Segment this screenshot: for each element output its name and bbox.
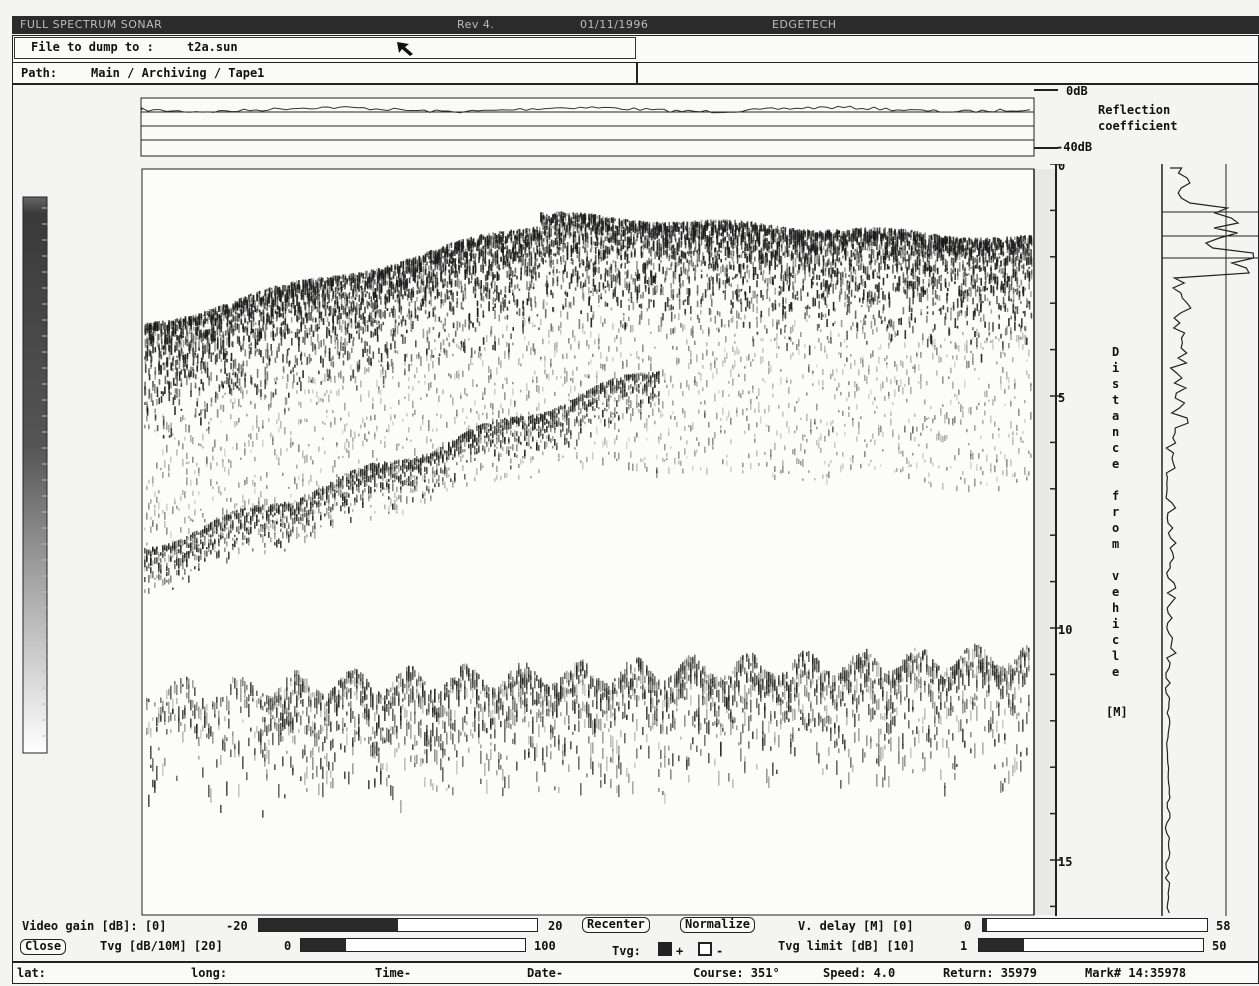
- reflection-title-2: coefficient: [1098, 119, 1177, 133]
- reflection-coefficient-panel: 0dB Reflection coefficient -40dB: [140, 86, 1177, 157]
- depth-tick-10: 10: [1058, 623, 1072, 637]
- distance-label-char: t: [1112, 393, 1119, 407]
- tvg-plus-label: +: [676, 944, 684, 958]
- recenter-button[interactable]: Recenter: [582, 917, 650, 933]
- distance-label-char: i: [1112, 361, 1119, 375]
- dump-file-label: File to dump to :: [31, 40, 154, 54]
- v-delay-label: V. delay [M] [0]: [798, 919, 914, 933]
- tvg-limit-label: Tvg limit [dB] [10]: [778, 939, 916, 953]
- sonar-returns: [144, 211, 1033, 818]
- status-speed: Speed: 4.0: [823, 966, 896, 980]
- tvg-limit-fill: [979, 939, 1024, 951]
- tvg-max: 100: [534, 939, 556, 953]
- distance-label-char: l: [1112, 649, 1119, 663]
- tvg-min: 0: [284, 939, 292, 953]
- status-long: long:: [191, 966, 228, 980]
- status-course: Course: 351°: [693, 966, 780, 980]
- tvg-limit-slider[interactable]: [978, 938, 1204, 952]
- depth-tick-15: 15: [1058, 855, 1072, 869]
- distance-label-char: f: [1112, 489, 1119, 503]
- distance-label-char: e: [1112, 457, 1119, 471]
- depth-tick-0: 0: [1058, 164, 1065, 173]
- distance-label-char: m: [1112, 537, 1119, 551]
- distance-label-char: D: [1112, 345, 1119, 359]
- tvg-minus-toggle[interactable]: [698, 942, 712, 956]
- tvg-toggle-label: Tvg:: [612, 944, 641, 958]
- video-gain-min: -20: [226, 919, 248, 933]
- video-gain-max: 20: [548, 919, 563, 933]
- status-mark: Mark# 14:35978: [1085, 966, 1187, 980]
- v-delay-max: 58: [1216, 919, 1231, 933]
- sonar-image[interactable]: [140, 168, 1060, 916]
- return-profile-panel: [1161, 164, 1259, 916]
- depth-tick-5: 5: [1058, 391, 1065, 405]
- distance-label-char: v: [1112, 569, 1119, 583]
- intensity-scale-bar: [22, 196, 48, 754]
- tvg-label: Tvg [dB/10M] [20]: [100, 939, 223, 953]
- distance-label-char: e: [1112, 665, 1119, 679]
- distance-label-char: i: [1112, 617, 1119, 631]
- tvg-slider[interactable]: [300, 938, 526, 952]
- distance-label-char: c: [1112, 441, 1119, 455]
- v-delay-fill: [983, 919, 988, 931]
- distance-label-char: r: [1112, 505, 1119, 519]
- video-gain-label: Video gain [dB]: [0]: [22, 919, 167, 933]
- distance-label-char: c: [1112, 633, 1119, 647]
- distance-label-char: e: [1112, 585, 1119, 599]
- path-secondary-field: [637, 62, 1259, 84]
- distance-label-char: a: [1112, 409, 1119, 423]
- date-label: 01/11/1996: [580, 18, 649, 31]
- depth-unit-label: [M]: [1106, 705, 1128, 719]
- dump-file-value: t2a.sun: [187, 40, 238, 54]
- normalize-button[interactable]: Normalize: [680, 917, 756, 933]
- distance-label-char: n: [1112, 425, 1119, 439]
- owner-label: EDGETECH: [772, 18, 837, 31]
- reflection-bottom-label: -40dB: [1056, 140, 1092, 154]
- profile-trace: [1164, 167, 1255, 914]
- dump-file-field[interactable]: File to dump to : t2a.sun: [14, 37, 636, 59]
- video-gain-slider[interactable]: [258, 918, 538, 932]
- tvg-limit-max: 50: [1212, 939, 1227, 953]
- tvg-minus-label: -: [716, 944, 724, 958]
- status-lat: lat:: [17, 966, 46, 980]
- reflection-top-label: 0dB: [1066, 86, 1088, 98]
- tvg-plus-toggle[interactable]: [658, 942, 672, 956]
- video-gain-fill: [259, 919, 398, 931]
- reflection-title-1: Reflection: [1098, 103, 1170, 117]
- status-time: Time-: [375, 966, 412, 980]
- distance-label-char: s: [1112, 377, 1119, 391]
- v-delay-min: 0: [964, 919, 972, 933]
- mouse-pointer-icon: [397, 42, 413, 56]
- path-label: Path:: [21, 66, 58, 80]
- app-title: FULL SPECTRUM SONAR: [20, 18, 163, 31]
- close-button[interactable]: Close: [20, 939, 67, 955]
- status-bar: lat: long: Time- Date- Course: 351° Spee…: [12, 962, 1259, 984]
- tvg-fill: [301, 939, 346, 951]
- v-delay-slider[interactable]: [982, 918, 1208, 932]
- distance-label-char: h: [1112, 601, 1119, 615]
- reflection-trace: [141, 105, 1031, 114]
- status-date: Date-: [527, 966, 564, 980]
- revision-label: Rev 4.: [457, 18, 495, 31]
- path-field[interactable]: Path: Main / Archiving / Tape1: [12, 62, 637, 84]
- distance-label-char: o: [1112, 521, 1119, 535]
- path-value: Main / Archiving / Tape1: [91, 66, 265, 80]
- tvg-limit-min: 1: [960, 939, 968, 953]
- title-bar: FULL SPECTRUM SONAR Rev 4. 01/11/1996 ED…: [12, 16, 1259, 34]
- status-return: Return: 35979: [943, 966, 1037, 980]
